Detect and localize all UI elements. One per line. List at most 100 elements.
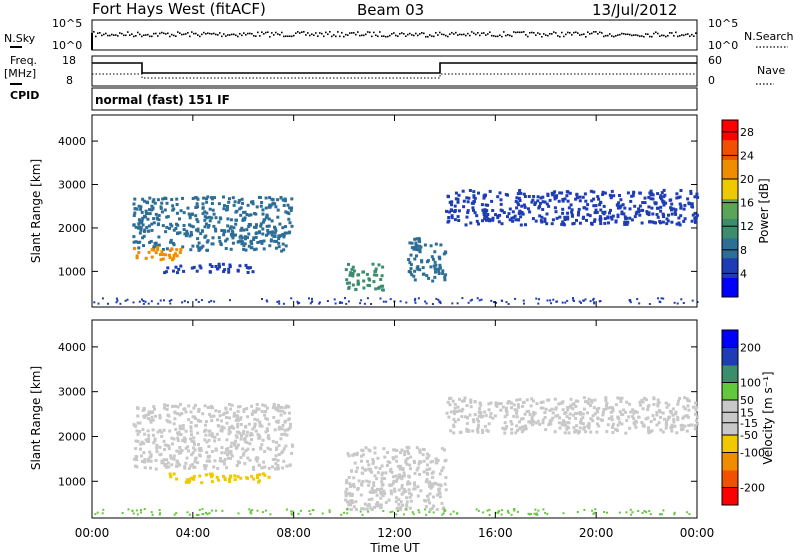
echo-cell xyxy=(661,212,665,216)
colorbar-tick-label: 200 xyxy=(740,342,761,355)
echo-cell xyxy=(387,498,391,502)
noise-right-tick-high: 10^5 xyxy=(708,17,738,30)
echo-cell xyxy=(375,493,379,497)
echo-cell xyxy=(611,426,615,429)
echo-cell xyxy=(350,499,354,503)
echo-cell xyxy=(523,195,527,198)
ground-echo-cell xyxy=(501,299,504,302)
noise-dot xyxy=(613,35,615,38)
echo-cell xyxy=(216,478,220,482)
echo-cell xyxy=(530,200,534,204)
noise-dot xyxy=(607,34,609,37)
echo-cell xyxy=(163,448,166,451)
noise-dot xyxy=(317,35,319,38)
echo-cell xyxy=(611,406,614,410)
echo-cell xyxy=(189,429,193,433)
echo-cell xyxy=(520,204,524,208)
echo-cell xyxy=(664,422,668,426)
echo-cell xyxy=(641,423,645,427)
echo-cell xyxy=(280,405,283,409)
ground-echo-cell xyxy=(94,513,97,516)
ground-echo-cell xyxy=(589,300,592,303)
noise-dot xyxy=(439,31,441,34)
ground-echo-cell xyxy=(535,512,538,515)
echo-cell xyxy=(408,482,412,486)
ground-echo-cell xyxy=(213,300,216,303)
echo-cell xyxy=(589,430,593,434)
ground-echo-cell xyxy=(159,299,162,302)
echo-cell xyxy=(273,225,276,229)
cpid-panel xyxy=(91,87,698,111)
echo-cell xyxy=(682,405,686,409)
echo-cell xyxy=(360,448,364,452)
noise-dot xyxy=(593,31,595,33)
noise-dot xyxy=(429,34,431,36)
echo-cell xyxy=(438,257,442,261)
echo-cell xyxy=(662,215,665,219)
echo-cell xyxy=(672,417,676,421)
echo-cell xyxy=(258,424,262,428)
echo-cell xyxy=(244,449,248,453)
echo-cell xyxy=(380,483,384,487)
echo-cell xyxy=(485,218,488,222)
echo-cell xyxy=(219,419,223,423)
echo-cell xyxy=(290,206,294,210)
echo-cell xyxy=(485,215,489,219)
echo-cell xyxy=(514,218,518,222)
echo-cell xyxy=(208,219,212,223)
echo-cell xyxy=(550,407,554,411)
echo-cell xyxy=(156,198,160,202)
echo-cell xyxy=(640,221,644,225)
echo-cell xyxy=(196,227,200,231)
echo-cell xyxy=(364,446,368,450)
echo-cell xyxy=(481,428,485,432)
echo-cell xyxy=(219,456,222,460)
echo-cell xyxy=(246,236,249,240)
echo-cell xyxy=(216,467,220,470)
echo-cell xyxy=(281,466,285,470)
echo-cell xyxy=(477,410,481,414)
noise-left-tick-low: 10^0 xyxy=(52,39,82,52)
echo-cell xyxy=(420,260,424,264)
echo-cell xyxy=(561,408,565,412)
ground-echo-cell xyxy=(580,301,582,304)
echo-cell xyxy=(640,421,644,424)
ground-echo-cell xyxy=(537,509,540,512)
echo-cell xyxy=(232,226,236,230)
noise-dot xyxy=(275,31,277,34)
echo-cell xyxy=(266,417,269,421)
noise-dot xyxy=(677,35,679,38)
echo-cell xyxy=(639,403,643,407)
noise-dot xyxy=(203,31,205,34)
echo-cell xyxy=(413,237,417,241)
noise-dot xyxy=(285,35,287,38)
echo-cell xyxy=(603,217,607,221)
echo-cell xyxy=(676,402,680,406)
noise-dot xyxy=(187,31,189,34)
echo-cell xyxy=(160,201,164,205)
echo-cell xyxy=(152,441,156,445)
echo-cell xyxy=(254,236,258,239)
ground-echo-cell xyxy=(328,509,331,512)
echo-cell xyxy=(448,397,451,401)
echo-cell xyxy=(410,273,414,277)
echo-cell xyxy=(575,192,579,196)
nsky-label: N.Sky xyxy=(4,32,36,45)
echo-cell xyxy=(258,436,262,440)
echo-cell xyxy=(227,428,231,432)
echo-cell xyxy=(495,404,499,408)
echo-cell xyxy=(148,208,151,212)
echo-cell xyxy=(439,484,443,488)
echo-cell xyxy=(505,409,509,413)
echo-cell xyxy=(544,428,548,432)
echo-cell xyxy=(344,498,348,502)
echo-cell xyxy=(252,467,256,471)
echo-cell xyxy=(481,219,484,223)
echo-cell xyxy=(261,212,265,216)
x-tick-label: 12:00 xyxy=(377,526,412,540)
echo-cell xyxy=(220,425,224,429)
echo-cell xyxy=(242,247,246,251)
echo-cell xyxy=(260,410,264,413)
echo-cell xyxy=(523,412,527,416)
noise-dot xyxy=(501,35,503,38)
